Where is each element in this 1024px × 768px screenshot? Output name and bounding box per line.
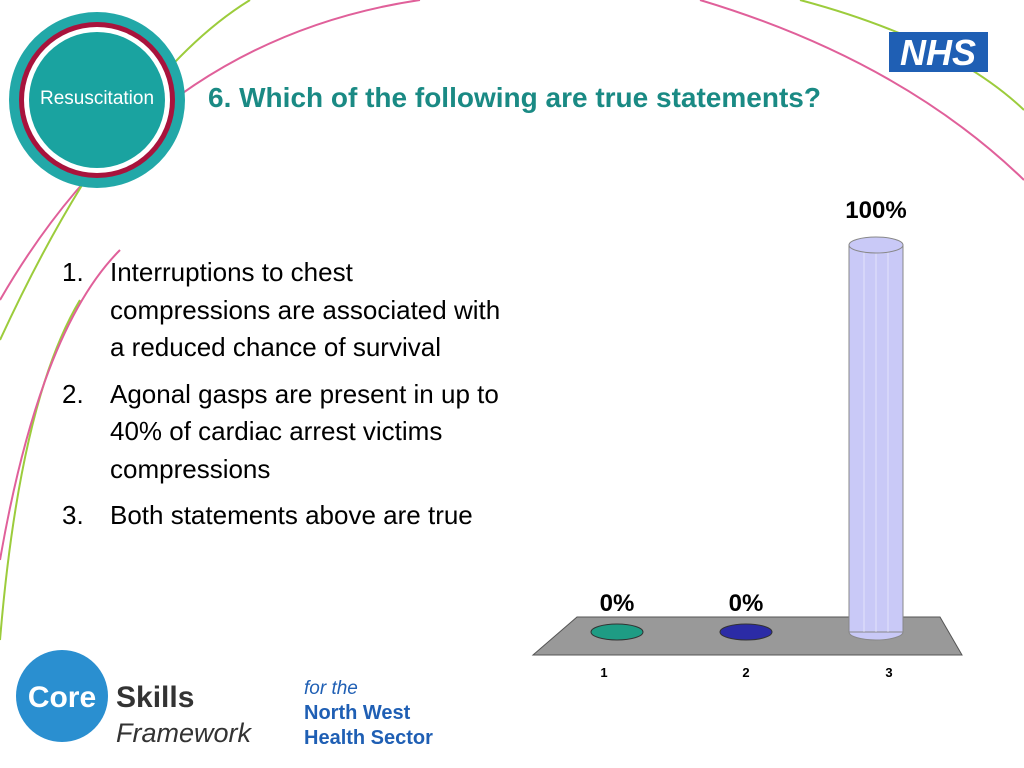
bar <box>719 623 773 641</box>
bar-top <box>848 236 904 254</box>
statement: 1. Interruptions to chest compressions ar… <box>62 254 512 367</box>
core-text: Core <box>28 681 96 714</box>
deco-curve <box>0 299 81 641</box>
statement-number: 2. <box>62 378 84 409</box>
statement-text: Interruptions to chest compressions are … <box>110 257 501 362</box>
statement: 3. Both statements above are true <box>62 497 512 535</box>
value-label: 0% <box>600 590 635 617</box>
deco-curve <box>0 249 121 561</box>
nhs-box <box>889 32 988 72</box>
nhs-text: NHS <box>900 32 976 73</box>
x-tick-label: 3 <box>885 665 892 680</box>
badge-inner <box>29 32 165 168</box>
statement: 2. Agonal gasps are present in up to 40% … <box>62 376 512 489</box>
bar <box>590 623 644 641</box>
slide-title: 6. Which of the following are true state… <box>208 82 821 113</box>
north-west: North West <box>304 702 411 724</box>
x-tick-label: 2 <box>742 665 749 680</box>
statement-number: 1. <box>62 257 84 287</box>
value-label: 0% <box>729 590 764 617</box>
health-sector: Health Sector <box>304 727 433 749</box>
for-the: for the <box>304 678 358 699</box>
deco-curve <box>699 0 1024 181</box>
value-label: 100% <box>845 197 906 224</box>
statement-list: 1. Interruptions to chest compressions ar… <box>62 254 512 544</box>
badge-text: Resuscitation <box>40 88 154 109</box>
framework-text: Framework <box>116 718 253 748</box>
skills-text: Skills <box>116 681 194 714</box>
statement-text: Agonal gasps are present in up to 40% of… <box>110 378 499 484</box>
statement-text: Both statements above are true <box>110 500 473 530</box>
x-tick-label: 1 <box>600 665 607 680</box>
core-circle <box>16 650 108 742</box>
statement-number: 3. <box>62 500 84 530</box>
